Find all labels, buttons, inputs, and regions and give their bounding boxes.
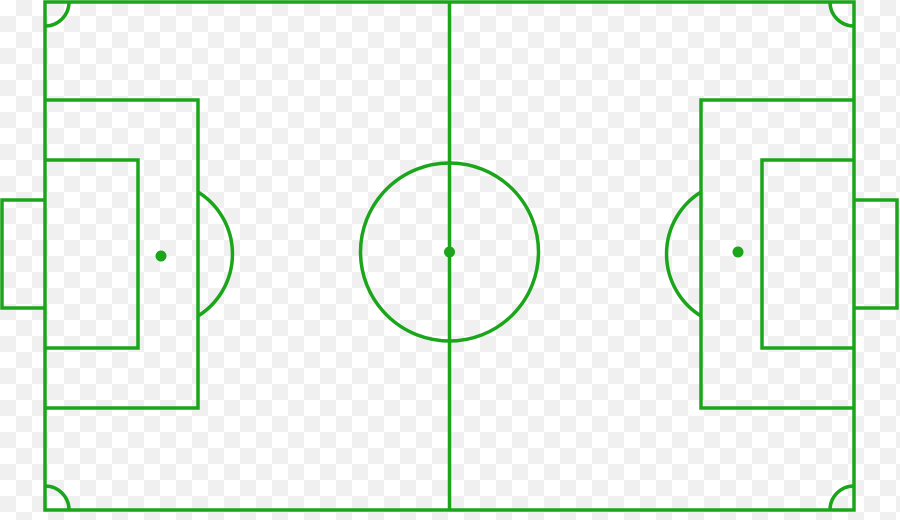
- center-circle: [358, 161, 541, 343]
- corner-arc-bottom-left: [44, 484, 71, 511]
- left-penalty-area: [45, 98, 200, 410]
- right-penalty-area: [699, 98, 854, 410]
- right-penalty-arc: [664, 190, 702, 318]
- right-goal: [854, 198, 899, 310]
- right-goal-area: [760, 158, 854, 350]
- corner-arc-top-right: [828, 1, 855, 28]
- corner-arc-top-left: [44, 1, 71, 28]
- corner-arc-bottom-right: [828, 484, 855, 511]
- left-penalty-arc: [197, 190, 235, 318]
- right-penalty-spot: [732, 246, 744, 258]
- left-penalty-spot: [155, 250, 167, 262]
- center-spot: [444, 246, 455, 258]
- left-goal: [0, 198, 45, 310]
- left-goal-area: [45, 158, 140, 350]
